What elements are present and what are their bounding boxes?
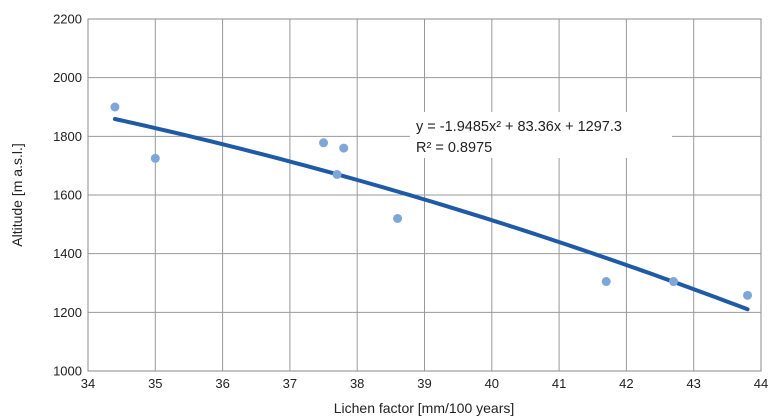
y-tick-label: 2200 [53, 12, 82, 27]
x-tick-label: 42 [619, 376, 633, 391]
data-point [339, 143, 349, 153]
y-tick-label: 2000 [53, 70, 82, 85]
y-tick-label: 1200 [53, 305, 82, 320]
r-squared-text: R² = 0.8975 [416, 140, 492, 156]
data-point [601, 277, 611, 287]
trendline [112, 117, 750, 312]
x-tick-label: 44 [754, 376, 768, 391]
x-tick-label: 39 [417, 376, 431, 391]
x-tick-label: 34 [81, 376, 95, 391]
data-point [332, 169, 342, 179]
y-tick-label: 1600 [53, 188, 82, 203]
x-tick-label: 36 [215, 376, 229, 391]
x-tick-label: 40 [485, 376, 499, 391]
data-point [110, 102, 120, 112]
data-point [743, 290, 753, 300]
equation-box [410, 112, 672, 158]
y-tick-label: 1400 [53, 246, 82, 261]
x-tick-label: 41 [552, 376, 566, 391]
x-tick-label: 35 [148, 376, 162, 391]
x-axis-title: Lichen factor [mm/100 years] [334, 400, 515, 416]
x-tick-label: 38 [350, 376, 364, 391]
y-axis-title: Altitude [m a.s.l.] [9, 143, 25, 246]
y-tick-label: 1800 [53, 129, 82, 144]
data-point [150, 153, 160, 163]
x-tick-label: 37 [283, 376, 297, 391]
equation-text: y = -1.9485x² + 83.36x + 1297.3 [416, 119, 622, 135]
data-point [319, 138, 329, 148]
data-point [393, 213, 403, 223]
y-tick-labels: 1000 1200 1400 1600 1800 2000 2200 [53, 12, 82, 379]
data-point [669, 277, 679, 287]
x-tick-label: 43 [686, 376, 700, 391]
grid-lines [88, 19, 761, 371]
x-tick-labels: 34 35 36 37 38 39 40 41 42 43 44 [81, 376, 768, 391]
y-tick-label: 1000 [53, 364, 82, 379]
data-points [110, 102, 753, 300]
trendline-equation: y = -1.9485x² + 83.36x + 1297.3 R² = 0.8… [410, 112, 672, 158]
